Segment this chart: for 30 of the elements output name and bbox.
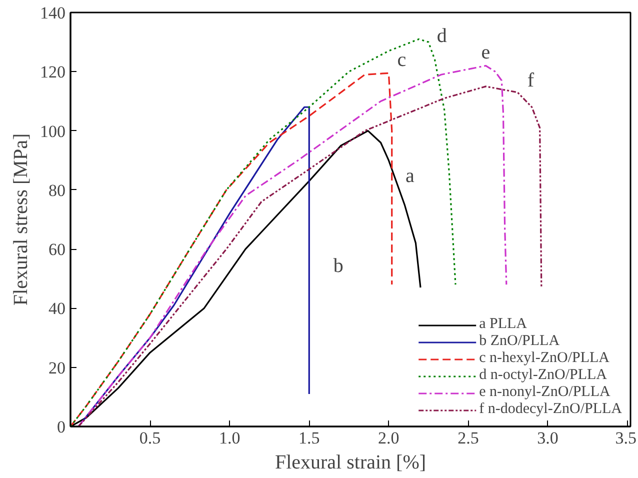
annotation: a xyxy=(406,164,415,187)
annotation: b xyxy=(333,255,344,278)
x-tick-label: 3.0 xyxy=(537,428,558,448)
x-tick-label: 3.5 xyxy=(615,428,636,448)
y-tick-label: 100 xyxy=(40,122,66,141)
line-series xyxy=(70,72,393,426)
annotation: c xyxy=(397,49,406,72)
y-tick-label: 80 xyxy=(48,180,66,200)
y-axis-title: Flexural stress [MPa] xyxy=(10,133,32,306)
legend-label: f n-dodecyl-ZnO/PLLA xyxy=(479,401,622,418)
y-tick-label: 140 xyxy=(40,4,66,22)
y-tick-label: 120 xyxy=(40,62,66,82)
annotation: d xyxy=(436,25,447,48)
y-tick-label: 20 xyxy=(48,358,66,378)
x-tick-label: 1.5 xyxy=(298,428,320,448)
legend-label: c n-hexyl-ZnO/PLLA xyxy=(479,350,610,367)
y-tick-label: 60 xyxy=(48,240,66,260)
legend-label: e n-nonyl-ZnO/PLLA xyxy=(479,384,610,401)
legend-label: a PLLA xyxy=(479,316,528,333)
annotation: f xyxy=(527,69,534,92)
annotation: e xyxy=(481,42,490,64)
y-tick-label: 0 xyxy=(57,418,66,436)
x-tick-label: 2.0 xyxy=(378,428,400,448)
y-tick-label: 40 xyxy=(48,299,66,318)
x-tick-label: 0.5 xyxy=(139,428,161,448)
x-axis-title: Flexural strain [%] xyxy=(274,452,426,474)
x-tick-label: 2.5 xyxy=(458,428,479,448)
legend-label: b ZnO/PLLA xyxy=(479,333,560,350)
legend-label: d n-octyl-ZnO/PLLA xyxy=(479,367,608,384)
x-tick-label: 1.0 xyxy=(218,428,240,448)
